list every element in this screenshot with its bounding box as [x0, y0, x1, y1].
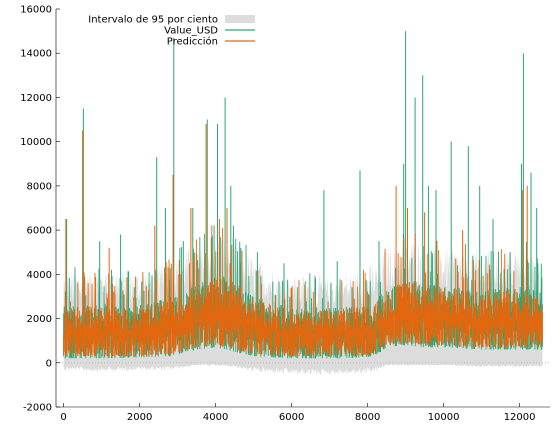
x-tick-label: 12000 — [504, 412, 536, 423]
plot-area — [56, 31, 550, 375]
x-tick-label: 4000 — [203, 412, 228, 423]
legend-label: Value_USD — [164, 26, 218, 37]
prediccion-trace — [63, 225, 543, 357]
y-tick-label: 0 — [46, 358, 52, 369]
y-tick-label: 12000 — [20, 93, 52, 104]
y-tick-label: 2000 — [27, 314, 52, 325]
y-tick-label: 4000 — [27, 270, 52, 281]
y-axis-ticks: -2000 0 2000 4000 6000 8000 10000 12000 14000 160… — [20, 5, 60, 414]
y-tick-label: 14000 — [20, 49, 52, 60]
y-tick-label: 8000 — [27, 181, 52, 192]
x-tick-label: 10000 — [428, 412, 460, 423]
y-tick-label: -2000 — [23, 403, 52, 414]
y-tick-label: 6000 — [27, 226, 52, 237]
axes: 0 2000 4000 6000 8000 10000 12000 -2000 0 2000 40… — [20, 5, 550, 423]
y-tick-label: 10000 — [20, 137, 52, 148]
x-tick-label: 2000 — [127, 412, 152, 423]
prediccion-series — [63, 123, 543, 357]
legend-swatch-band — [225, 15, 255, 23]
y-tick-label: 16000 — [20, 5, 52, 16]
x-tick-label: 8000 — [355, 412, 380, 423]
legend-label: Predicción — [167, 36, 218, 48]
x-axis-ticks: 0 2000 4000 6000 8000 10000 12000 — [60, 403, 536, 423]
x-tick-label: 6000 — [279, 412, 304, 423]
legend-label: Intervalo de 95 por ciento — [88, 15, 218, 26]
x-tick-label: 0 — [60, 412, 66, 423]
legend: Intervalo de 95 por cientoValue_USDPredi… — [88, 15, 255, 48]
